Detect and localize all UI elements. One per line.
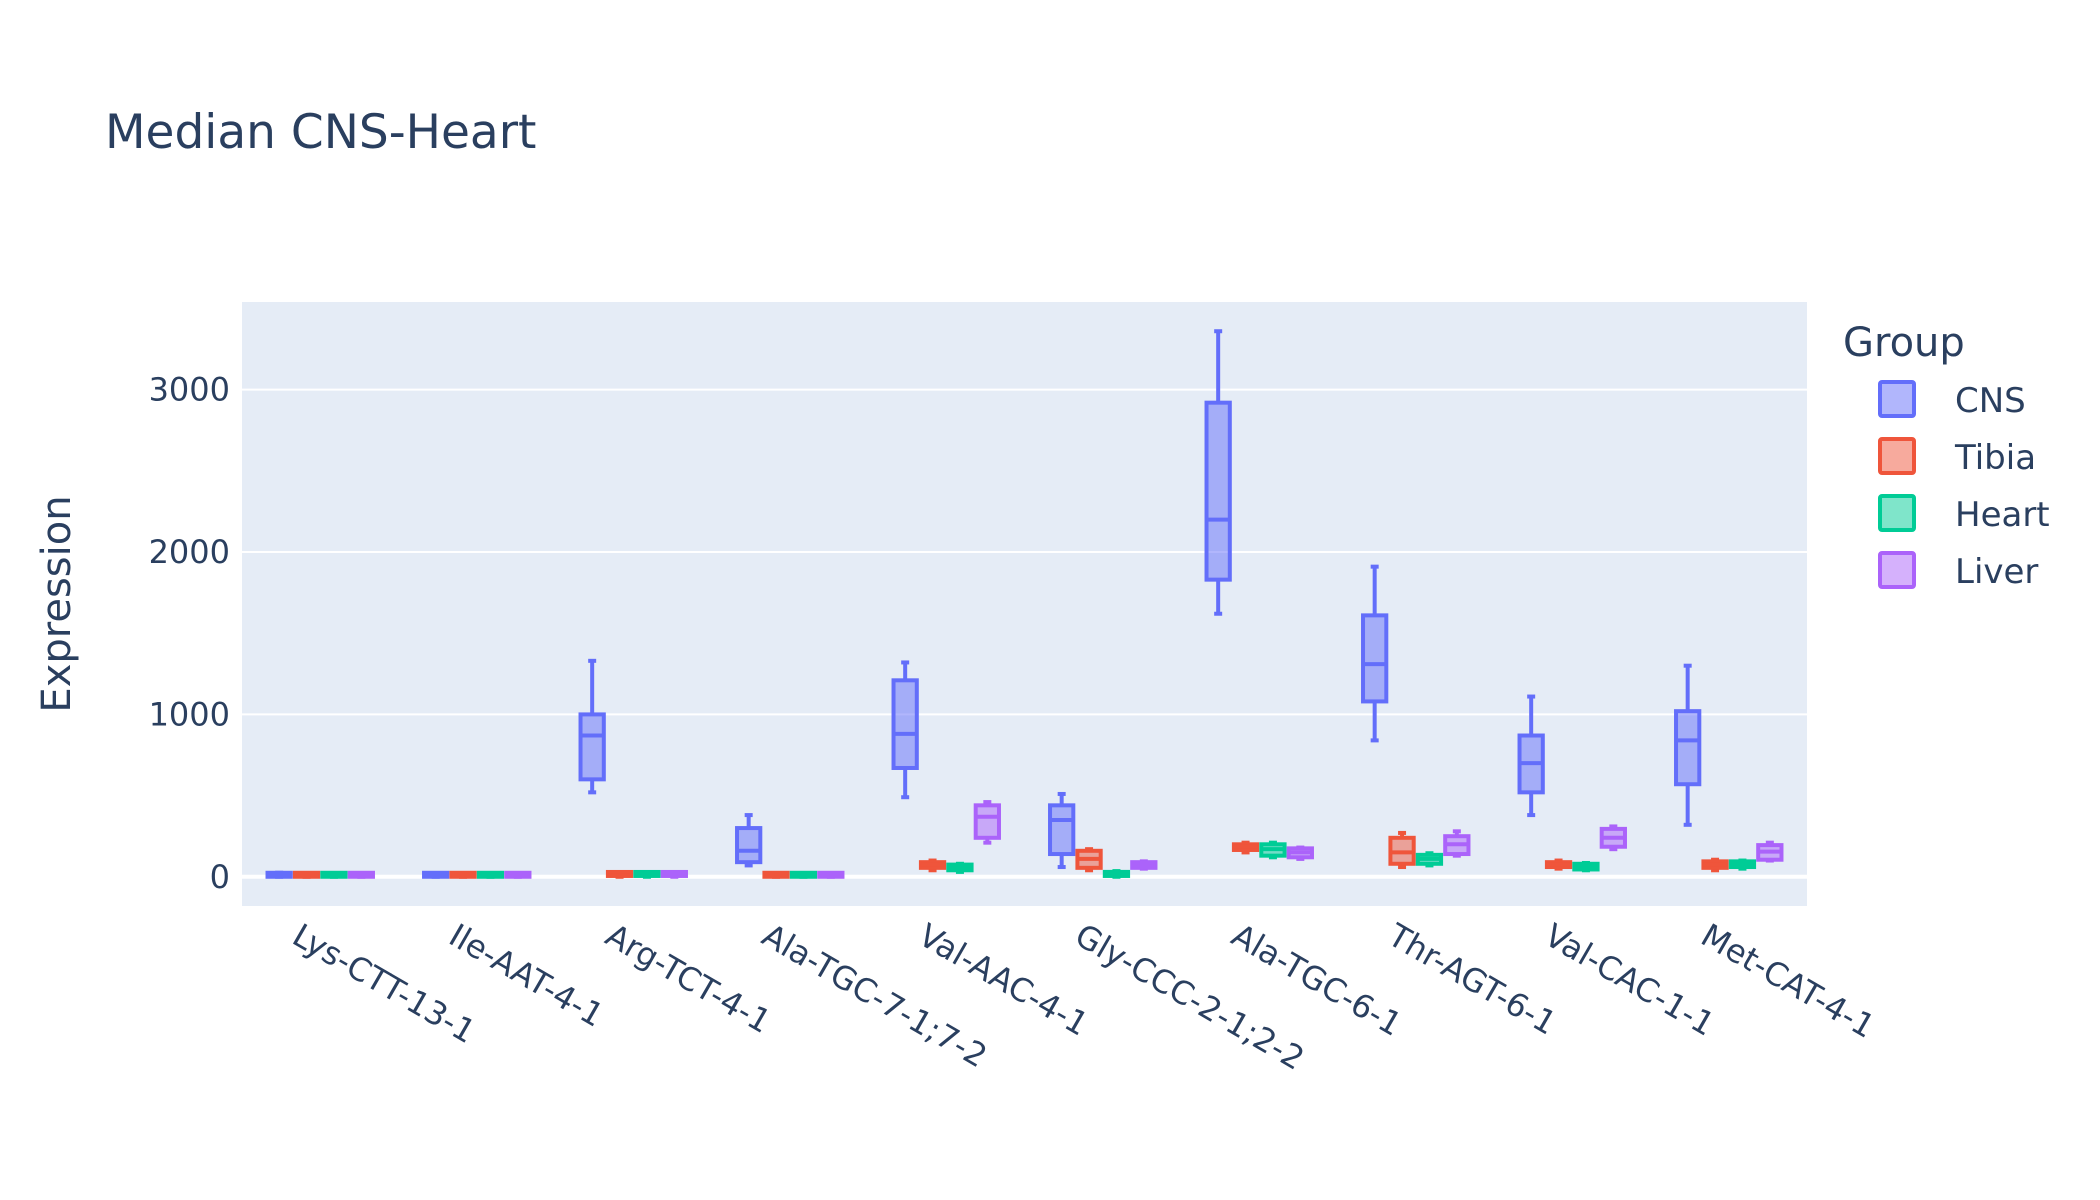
legend-swatch [1878,437,1916,475]
legend-title: Group [1843,320,1965,366]
y-tick-label: 3000 [149,371,230,409]
legend-label: Heart [1955,495,2050,535]
box-cns[interactable] [1204,329,1232,616]
box-heart[interactable] [1728,858,1757,871]
box-cns[interactable] [1361,564,1389,743]
legend-swatch [1878,380,1916,418]
chart-title: Median CNS-Heart [105,105,536,160]
box-liver[interactable] [347,870,375,879]
box-tibia[interactable] [1075,847,1103,873]
legend-swatch [1878,494,1916,532]
box-tibia[interactable] [1701,857,1729,873]
legend-label: Liver [1955,552,2038,592]
plot-area [242,302,1807,906]
box-tibia[interactable] [1231,840,1260,855]
box-body [1204,400,1232,582]
box-cns[interactable] [891,660,919,800]
box-cns[interactable] [735,813,763,868]
legend-item-tibia[interactable]: Tibia [1878,437,2036,478]
box-cns[interactable] [578,658,606,795]
legend-swatch [1878,551,1916,589]
legend[interactable]: Group CNS Tibia Heart Liver [1843,320,2050,592]
box-body [735,826,763,865]
y-tick-label: 2000 [149,533,230,571]
box-heart[interactable] [1259,840,1287,860]
box-heart[interactable] [1102,869,1131,879]
box-cns[interactable] [422,870,450,879]
box-heart[interactable] [1572,860,1600,873]
series-liver [347,800,1784,879]
box-liver[interactable] [660,869,688,879]
y-tick-label: 0 [210,858,230,896]
box-liver[interactable] [1756,840,1784,863]
box-heart[interactable] [633,869,661,879]
legend-item-liver[interactable]: Liver [1878,551,2038,592]
box-liver[interactable] [1599,824,1627,852]
y-axis-ticks: 0 1000 2000 3000 [149,371,230,896]
box-plots [265,329,1784,879]
box-liver[interactable] [1130,859,1158,871]
series-heart [320,840,1757,879]
legend-item-heart[interactable]: Heart [1878,494,2050,535]
box-tibia[interactable] [762,870,790,879]
box-cns[interactable] [1048,791,1076,870]
y-axis-label: Expression [34,495,80,712]
box-heart[interactable] [946,861,974,874]
box-body [1361,613,1389,704]
box-body [1674,709,1702,787]
legend-label: CNS [1955,381,2026,421]
box-body [578,712,606,782]
box-cns[interactable] [1517,694,1545,818]
box-tibia[interactable] [292,870,321,879]
box-liver[interactable] [817,870,845,879]
box-body [891,678,919,770]
legend-label: Tibia [1954,438,2036,478]
box-cns[interactable] [265,870,293,879]
y-tick-label: 1000 [149,695,230,733]
box-liver[interactable] [504,870,532,879]
box-heart[interactable] [476,870,505,879]
series-tibia [292,830,1729,879]
box-liver[interactable] [973,800,1001,845]
box-body [973,803,1001,840]
box-tibia[interactable] [449,870,477,879]
box-body [1048,803,1076,857]
box-tibia[interactable] [918,858,947,873]
series-cns [265,329,1702,879]
box-heart[interactable] [789,870,818,879]
box-liver[interactable] [1286,845,1314,861]
box-tibia[interactable] [1544,858,1573,871]
box-liver[interactable] [1443,829,1471,858]
box-tibia[interactable] [1388,830,1416,870]
box-heart[interactable] [1415,851,1444,868]
box-tibia[interactable] [605,869,634,879]
box-heart[interactable] [320,870,348,879]
legend-item-cns[interactable]: CNS [1878,380,2026,421]
box-cns[interactable] [1674,663,1702,827]
